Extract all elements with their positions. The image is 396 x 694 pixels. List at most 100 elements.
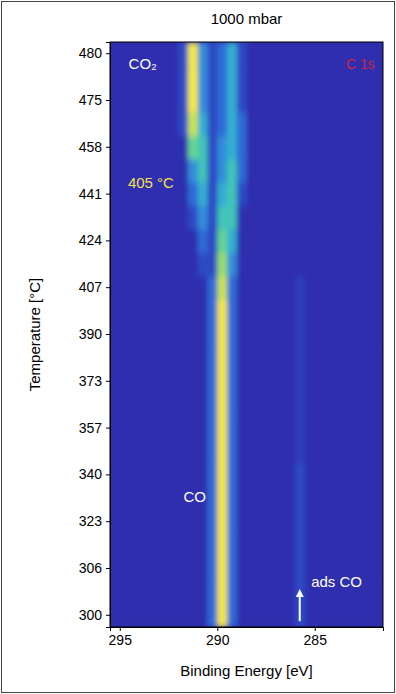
heat-cell — [266, 65, 276, 89]
heat-cell — [354, 253, 364, 277]
heat-cell — [110, 510, 120, 534]
heat-cell — [354, 487, 364, 511]
y-tick: 407 — [79, 279, 110, 295]
heat-cell — [159, 346, 169, 370]
heat-cell — [130, 463, 140, 487]
heat-cell — [373, 416, 383, 440]
heat-cell — [237, 42, 247, 66]
heat-cell — [354, 229, 364, 253]
heat-cell — [227, 159, 237, 183]
x-tick-label: 285 — [304, 632, 328, 648]
heat-cell — [325, 533, 335, 557]
heat-cell — [354, 182, 364, 206]
heat-cell — [325, 370, 335, 394]
annotation: ads CO — [311, 573, 362, 590]
heat-cell — [110, 533, 120, 557]
heat-cell — [373, 557, 383, 581]
heat-cell — [256, 229, 266, 253]
heat-cell — [266, 533, 276, 557]
heat-cell — [208, 42, 218, 66]
y-tick-mark — [106, 615, 110, 616]
heat-cell — [120, 557, 130, 581]
heat-cell — [120, 323, 130, 347]
heat-cell — [276, 89, 286, 113]
heat-cell — [120, 604, 130, 627]
heat-cell — [198, 159, 208, 183]
heat-cell — [178, 323, 188, 347]
heat-cell — [110, 112, 120, 136]
heat-cell — [149, 370, 159, 394]
heat-cell — [237, 229, 247, 253]
heat-cell — [344, 159, 354, 183]
heat-cell — [286, 346, 296, 370]
heat-cell — [344, 136, 354, 160]
heat-cell — [159, 65, 169, 89]
heat-cell — [276, 463, 286, 487]
heat-cell — [139, 89, 149, 113]
heat-cell — [227, 89, 237, 113]
heat-cell — [256, 463, 266, 487]
heat-cell — [198, 42, 208, 66]
heat-cell — [149, 604, 159, 627]
heat-cell — [295, 416, 305, 440]
y-tick: 306 — [79, 560, 110, 576]
heat-cell — [227, 487, 237, 511]
heat-cell — [247, 487, 257, 511]
heat-cell — [110, 557, 120, 581]
y-tick: 458 — [79, 139, 110, 155]
heat-cell — [217, 276, 227, 300]
heat-cell — [208, 393, 218, 417]
heat-cell — [139, 440, 149, 464]
heat-cell — [149, 136, 159, 160]
heat-cell — [276, 136, 286, 160]
heat-cell — [354, 276, 364, 300]
heat-cell — [256, 533, 266, 557]
heat-cell — [295, 346, 305, 370]
heat-cell — [266, 604, 276, 627]
heat-cell — [227, 510, 237, 534]
heat-cell — [188, 136, 198, 160]
heat-cell — [247, 370, 257, 394]
heat-cell — [198, 533, 208, 557]
heat-cell — [149, 346, 159, 370]
heat-cell — [130, 580, 140, 604]
heat-cell — [188, 416, 198, 440]
heat-cell — [295, 510, 305, 534]
heat-cell — [286, 253, 296, 277]
y-tick: 475 — [79, 92, 110, 108]
heat-cell — [178, 440, 188, 464]
heat-cell — [227, 557, 237, 581]
heat-cell — [110, 89, 120, 113]
heat-cell — [198, 112, 208, 136]
heat-cell — [188, 89, 198, 113]
heat-cell — [247, 229, 257, 253]
heat-cell — [256, 159, 266, 183]
heat-cell — [334, 323, 344, 347]
heat-cell — [198, 346, 208, 370]
heat-cell — [305, 533, 315, 557]
heat-cell — [178, 182, 188, 206]
x-tick: 285 — [304, 627, 328, 648]
heat-cell — [266, 206, 276, 230]
heat-cell — [247, 346, 257, 370]
heat-cell — [364, 533, 374, 557]
heat-cell — [325, 65, 335, 89]
heat-cell — [247, 136, 257, 160]
heat-cell — [364, 206, 374, 230]
heat-cell — [266, 299, 276, 323]
heat-cell — [266, 346, 276, 370]
heat-cell — [325, 112, 335, 136]
heat-cell — [237, 159, 247, 183]
heat-cell — [315, 346, 325, 370]
heat-cell — [169, 229, 179, 253]
heat-cell — [208, 557, 218, 581]
heat-cell — [325, 487, 335, 511]
heat-cell — [247, 42, 257, 66]
heat-cell — [159, 229, 169, 253]
heat-cell — [344, 253, 354, 277]
heat-cell — [120, 89, 130, 113]
heat-cell — [344, 323, 354, 347]
heat-cell — [247, 206, 257, 230]
heat-cell — [247, 580, 257, 604]
heat-cell — [247, 276, 257, 300]
